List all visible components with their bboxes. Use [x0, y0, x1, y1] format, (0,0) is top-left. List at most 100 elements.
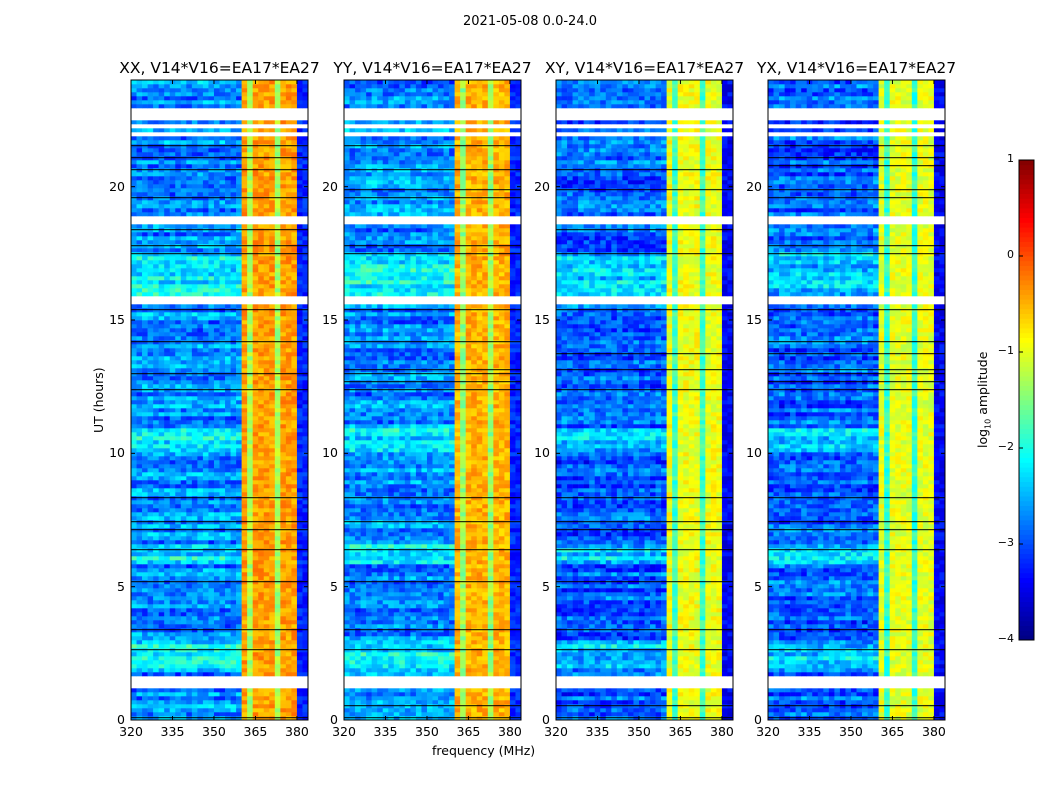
- heatmap-cell: [175, 88, 182, 93]
- heatmap-cell: [230, 404, 237, 409]
- heatmap-cell: [175, 592, 182, 597]
- heatmap-cell: [258, 380, 265, 385]
- heatmap-cell: [158, 224, 165, 229]
- heatmap-cell: [252, 512, 259, 517]
- heatmap-cell: [197, 260, 204, 265]
- heatmap-cell: [175, 212, 182, 217]
- heatmap-cell: [269, 232, 276, 237]
- heatmap-cell: [164, 472, 171, 477]
- heatmap-cell: [213, 540, 220, 545]
- heatmap-cell: [219, 160, 226, 165]
- heatmap-cell: [175, 276, 182, 281]
- heatmap-cell: [230, 224, 237, 229]
- heatmap-cell: [280, 408, 287, 413]
- heatmap-cell: [164, 184, 171, 189]
- heatmap-cell: [186, 704, 193, 709]
- heatmap-cell: [269, 264, 276, 269]
- heatmap-cell: [225, 692, 231, 697]
- heatmap-cell: [247, 424, 253, 429]
- heatmap-cell: [208, 516, 215, 521]
- heatmap-cell: [186, 656, 193, 661]
- heatmap-cell: [241, 660, 248, 665]
- heatmap-cell: [230, 364, 237, 369]
- heatmap-cell: [225, 336, 231, 341]
- heatmap-cell: [158, 540, 165, 545]
- heatmap-cell: [175, 576, 182, 581]
- heatmap-cell: [191, 552, 198, 557]
- heatmap-cell: [164, 412, 171, 417]
- heatmap-cell: [147, 164, 154, 169]
- heatmap-cell: [296, 288, 303, 293]
- heatmap-cell: [225, 448, 231, 453]
- heatmap-cell: [258, 488, 265, 493]
- heatmap-cell: [213, 164, 220, 169]
- heatmap-cell: [382, 692, 389, 697]
- heatmap-cell: [296, 452, 303, 457]
- heatmap-cell: [213, 320, 220, 325]
- heatmap-cell: [247, 512, 253, 517]
- heatmap-cell: [208, 592, 215, 597]
- heatmap-cell: [236, 192, 242, 197]
- heatmap-cell: [252, 392, 259, 397]
- heatmap-cell: [186, 248, 193, 253]
- heatmap-cell: [247, 96, 253, 101]
- heatmap-cell: [274, 380, 281, 385]
- heatmap-cell: [225, 356, 231, 361]
- heatmap-cell: [230, 500, 237, 505]
- heatmap-cell: [169, 448, 176, 453]
- heatmap-cell: [280, 284, 287, 289]
- heatmap-cell: [180, 488, 187, 493]
- heatmap-cell: [158, 556, 165, 561]
- heatmap-cell: [252, 444, 259, 449]
- heatmap-cell: [208, 304, 215, 309]
- heatmap-cell: [302, 368, 309, 373]
- heatmap-cell: [213, 332, 220, 337]
- heatmap-cell: [302, 176, 309, 181]
- heatmap-cell: [230, 460, 237, 465]
- heatmap-cell: [263, 516, 270, 521]
- heatmap-cell: [263, 660, 270, 665]
- heatmap-cell: [208, 536, 215, 541]
- heatmap-cell: [274, 336, 281, 341]
- heatmap-cell: [263, 644, 270, 649]
- heatmap-cell: [285, 312, 292, 317]
- heatmap-cell: [252, 476, 259, 481]
- heatmap-cell: [180, 396, 187, 401]
- heatmap-cell: [291, 588, 298, 593]
- heatmap-cell: [263, 616, 270, 621]
- heatmap-cell: [225, 236, 231, 241]
- heatmap-cell: [186, 312, 193, 317]
- heatmap-cell: [296, 596, 303, 601]
- heatmap-cell: [208, 532, 215, 537]
- heatmap-cell: [258, 688, 265, 693]
- heatmap-cell: [225, 92, 231, 97]
- heatmap-cell: [213, 92, 220, 97]
- heatmap-cell: [208, 696, 215, 701]
- heatmap-cell: [158, 212, 165, 217]
- heatmap-cell: [208, 484, 215, 489]
- heatmap-cell: [269, 316, 276, 321]
- heatmap-cell: [208, 336, 215, 341]
- heatmap-cell: [191, 120, 198, 125]
- heatmap-cell: [213, 432, 220, 437]
- heatmap-cell: [236, 668, 242, 673]
- heatmap-cell: [252, 232, 259, 237]
- heatmap-cell: [208, 232, 215, 237]
- heatmap-cell: [208, 188, 215, 193]
- heatmap-cell: [153, 292, 159, 297]
- heatmap-cell: [180, 596, 187, 601]
- heatmap-cell: [164, 352, 171, 357]
- heatmap-cell: [180, 448, 187, 453]
- heatmap-cell: [285, 632, 292, 637]
- heatmap-cell: [191, 636, 198, 641]
- heatmap-cell: [219, 552, 226, 557]
- heatmap-cell: [197, 660, 204, 665]
- heatmap-cell: [241, 356, 248, 361]
- heatmap-cell: [147, 236, 154, 241]
- heatmap-cell: [208, 384, 215, 389]
- heatmap-cell: [175, 92, 182, 97]
- heatmap-cell: [280, 632, 287, 637]
- heatmap-cell: [274, 84, 281, 89]
- heatmap-cell: [131, 204, 137, 209]
- heatmap-cell: [175, 192, 182, 197]
